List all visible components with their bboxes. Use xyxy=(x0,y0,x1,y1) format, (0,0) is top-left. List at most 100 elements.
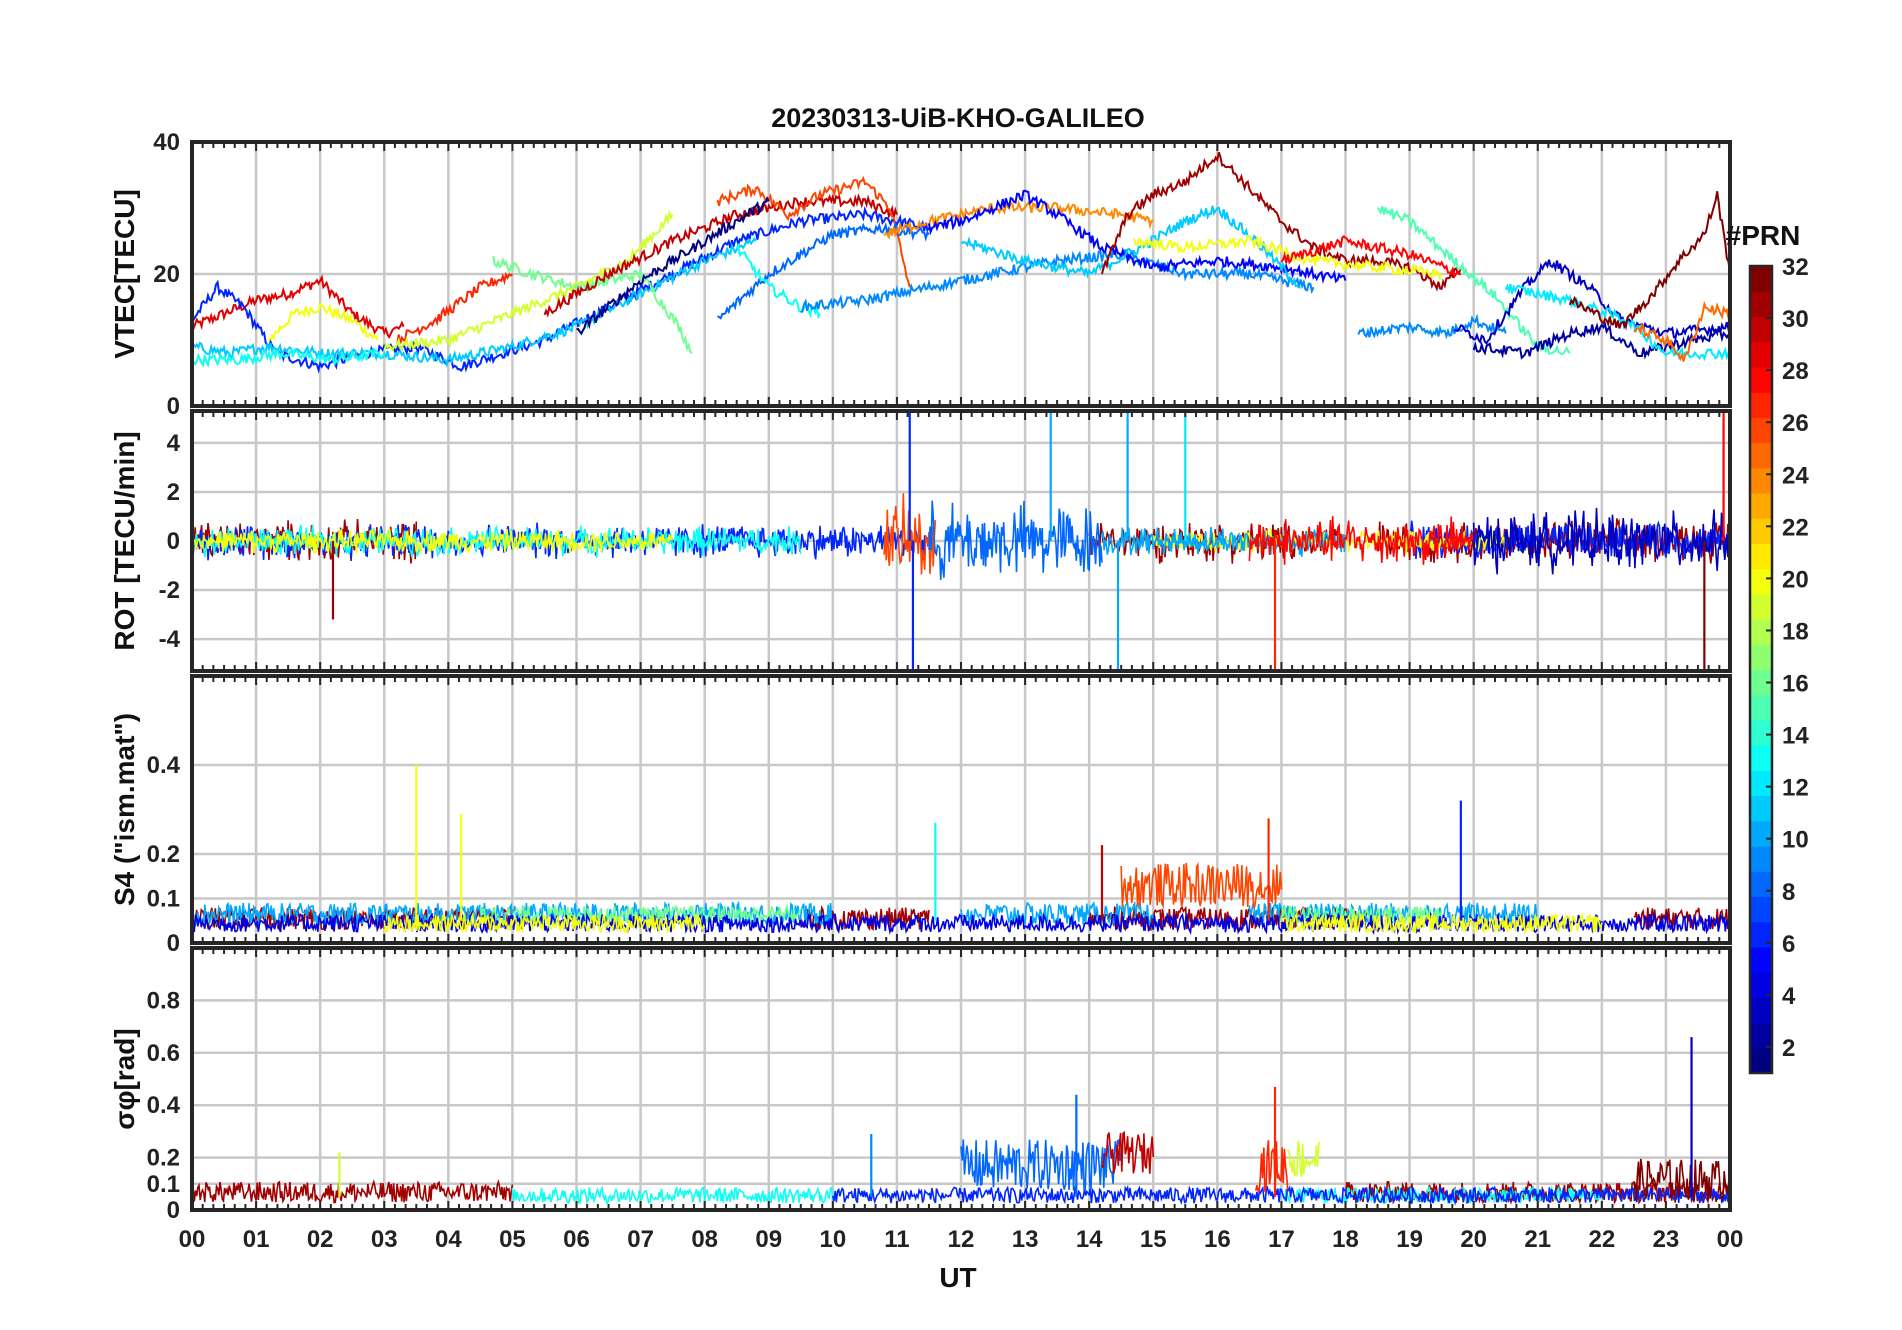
series-prn-31 xyxy=(1101,151,1462,292)
x-tick-label: 21 xyxy=(1524,1226,1551,1253)
colorbar-tick-label: 32 xyxy=(1782,254,1809,281)
colorbar-swatch xyxy=(1750,871,1772,898)
colorbar-swatch xyxy=(1750,820,1772,847)
colorbar-swatch xyxy=(1750,1022,1772,1049)
colorbar-frame xyxy=(1748,264,1774,1075)
series-prn-31 xyxy=(1088,520,1347,564)
series-prn-11 xyxy=(192,236,757,368)
y-tick-label: 0 xyxy=(167,393,180,420)
x-tick-label: 01 xyxy=(243,1226,270,1253)
y-tick-label: 0.4 xyxy=(147,1092,181,1119)
colorbar-tick-label: 6 xyxy=(1782,931,1795,958)
x-tick-label: 19 xyxy=(1396,1226,1423,1253)
x-tick-label: 00 xyxy=(179,1226,206,1253)
colorbar-tick-label: 2 xyxy=(1782,1035,1795,1062)
y-tick-label: -4 xyxy=(159,626,181,653)
series-prn-29 xyxy=(192,274,405,340)
panel-vtec: 0 20 40 VTEC[TECU] xyxy=(109,129,1732,420)
series-prn-31 xyxy=(800,904,930,933)
series-prn-25 xyxy=(1633,300,1730,362)
series-prn-11 xyxy=(960,205,1301,289)
panel-s4-series xyxy=(192,765,1730,936)
panel-sigma_phi-series xyxy=(192,1037,1730,1206)
colorbar-tick-label: 10 xyxy=(1782,827,1809,854)
colorbar-swatch xyxy=(1750,492,1772,519)
colorbar-swatch xyxy=(1750,341,1772,368)
panel-vtec-series xyxy=(192,151,1730,374)
series-prn-3 xyxy=(1472,507,1730,575)
series-prn-20 xyxy=(383,911,706,935)
colorbar-tick-label: 18 xyxy=(1782,618,1809,645)
colorbar-swatch xyxy=(1750,795,1772,822)
colorbar-tick-label: 14 xyxy=(1782,723,1809,750)
colorbar-tick-label: 16 xyxy=(1782,671,1809,698)
panel-s4-xticks xyxy=(191,676,1731,943)
colorbar-swatch xyxy=(1750,921,1772,948)
series-prn-8 xyxy=(960,1139,1122,1192)
panel-rot: -4 -2 0 2 4 ROT [TECU/min] xyxy=(109,409,1732,673)
x-tick-label: 05 xyxy=(499,1226,526,1253)
colorbar-swatch xyxy=(1750,442,1772,469)
series-prn-9 xyxy=(1357,313,1507,340)
series-prn-19 xyxy=(1287,1140,1321,1177)
colorbar-swatch xyxy=(1750,518,1772,545)
colorbar-swatch xyxy=(1750,619,1772,645)
x-tick-label: 10 xyxy=(819,1226,846,1253)
y-tick-label: -2 xyxy=(159,577,180,604)
series-prn-28 xyxy=(1280,234,1461,280)
colorbar-tick-label: 8 xyxy=(1782,879,1795,906)
colorbar-swatch xyxy=(1750,644,1772,671)
panel-vtec-xticks xyxy=(191,142,1731,406)
colorbar-swatch xyxy=(1750,719,1772,746)
panel-s4-ylabel: S4 ("ism.mat") xyxy=(109,713,140,906)
series-prn-26 xyxy=(1120,861,1283,909)
series-prn-27 xyxy=(396,271,514,345)
series-prn-12 xyxy=(1504,283,1730,362)
y-tick-label: 0.6 xyxy=(147,1040,180,1067)
colorbar-tick-label: 12 xyxy=(1782,775,1809,802)
x-tick-label: 09 xyxy=(755,1226,782,1253)
x-tick-label: 13 xyxy=(1012,1226,1039,1253)
panel-sigma_phi: 00.10.2 0.4 0.6 0.8 σφ[rad] xyxy=(109,946,1732,1224)
x-tick-label: 17 xyxy=(1268,1226,1295,1253)
colorbar-tick-label: 28 xyxy=(1782,358,1809,385)
colorbar-tick-label: 20 xyxy=(1782,566,1809,593)
series-prn-31 xyxy=(1633,907,1730,930)
colorbar-swatch xyxy=(1750,846,1772,872)
series-prn-28 xyxy=(1248,516,1475,565)
series-prn-20 xyxy=(267,302,379,346)
series-prn-20 xyxy=(1280,911,1603,935)
series-prn-2 xyxy=(1472,321,1730,360)
colorbar-swatch xyxy=(1750,316,1772,343)
series-prn-20 xyxy=(192,526,674,554)
x-axis-label: UT xyxy=(939,1262,976,1293)
panel-vtec-ylabel: VTEC[TECU] xyxy=(109,189,140,359)
x-tick-label: 04 xyxy=(435,1226,462,1253)
colorbar-swatch xyxy=(1750,1047,1772,1074)
colorbar-swatch xyxy=(1750,467,1772,494)
series-prn-3 xyxy=(1454,259,1730,346)
colorbar-swatch xyxy=(1750,669,1772,696)
y-tick-label: 0 xyxy=(167,930,180,957)
colorbar-swatch xyxy=(1750,543,1772,570)
y-tick-label: 0.1 xyxy=(147,1171,180,1198)
colorbar-swatch xyxy=(1750,568,1772,595)
colorbar-swatch xyxy=(1750,266,1772,292)
x-tick-label: 08 xyxy=(691,1226,718,1253)
x-tick-label: 07 xyxy=(627,1226,654,1253)
panel-s4: 0 0.1 0.2 0.4 S4 ("ism.mat") xyxy=(109,674,1732,957)
colorbar-swatch xyxy=(1750,770,1772,797)
series-prn-26 xyxy=(716,175,911,288)
series-prn-13 xyxy=(192,524,802,558)
panel-rot-xticks xyxy=(191,411,1731,671)
colorbar-swatch xyxy=(1750,366,1772,393)
colorbar-swatch xyxy=(1750,291,1772,318)
y-tick-label: 4 xyxy=(167,430,181,457)
panel-rot-ylabel: ROT [TECU/min] xyxy=(109,431,140,650)
colorbar-swatch xyxy=(1750,946,1772,973)
series-prn-13 xyxy=(192,346,386,368)
x-tick-label: 06 xyxy=(563,1226,590,1253)
y-tick-label: 0.1 xyxy=(147,886,180,913)
x-tick-label: 20 xyxy=(1460,1226,1487,1253)
